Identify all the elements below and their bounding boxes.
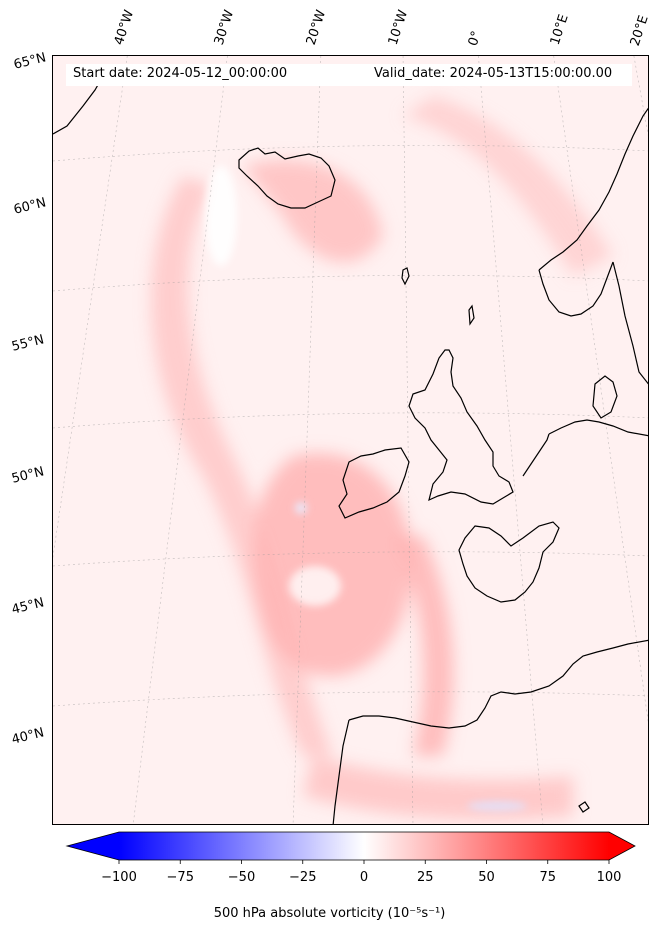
lon-label-10w: 10°W (385, 8, 412, 47)
colorbar-tick-label: 50 (478, 870, 495, 885)
map-panel (52, 55, 649, 825)
vorticity-minimum-center (295, 502, 307, 514)
colorbar-gradient (119, 832, 609, 860)
header-strip (66, 64, 632, 86)
faroe-coast (401, 267, 410, 286)
meridian-30w (132, 56, 228, 824)
ireland-coast (338, 447, 410, 519)
meridian-10e (553, 56, 648, 723)
valid-date-label: Valid_date: 2024-05-13T15:00:00.00 (374, 66, 613, 81)
colorbar-tick-label: 75 (539, 870, 557, 885)
lon-label-40w: 40°W (111, 8, 138, 47)
lat-label-50n: 50°N (10, 464, 46, 487)
denmark-coast (592, 375, 618, 419)
lon-label-30w: 30°W (211, 8, 238, 47)
lat-label-60n: 60°N (12, 195, 48, 218)
colorbar-tick-label: −100 (101, 870, 137, 885)
colorbar-tick-label: 100 (596, 870, 622, 885)
iceland-coast (238, 147, 336, 209)
great-britain-coast (408, 349, 514, 505)
start-date-label: Start date: 2024-05-12_00:00:00 (73, 66, 288, 81)
vorticity-swirl (253, 453, 412, 676)
lon-label-20e: 20°E (627, 13, 652, 49)
colorbar-label: 500 hPa absolute vorticity (10⁻⁵s⁻¹) (213, 906, 446, 921)
lat-label-65n: 65°N (12, 50, 48, 73)
vorticity-map (53, 56, 648, 824)
parallel-50n (53, 412, 648, 429)
colorbar-extend-low (67, 832, 119, 860)
colorbar-tick-label: −75 (166, 870, 194, 885)
coastlines (53, 75, 648, 824)
lon-label-20w: 20°W (303, 8, 330, 47)
iberia-west-coast (332, 719, 350, 824)
meridian-20w (292, 56, 322, 824)
vorticity-field (150, 96, 613, 820)
graticule (53, 56, 648, 824)
norway-coast (538, 107, 648, 271)
lat-label-45n: 45°N (10, 595, 46, 618)
meridian-10w (402, 56, 414, 824)
vorticity-band-north (403, 96, 613, 276)
lat-label-55n: 55°N (10, 332, 46, 355)
north-sea-continent-coast (548, 419, 648, 437)
vorticity-band-iceland (243, 159, 383, 263)
colorbar-tick-marks (118, 860, 610, 864)
colorbar (65, 831, 636, 864)
vorticity-band-coast (393, 536, 454, 756)
colorbar-tick-label: 25 (416, 870, 434, 885)
parallel-55n (53, 275, 648, 292)
colorbar-extend-high (609, 832, 635, 860)
colorbar-tick-label: 0 (359, 870, 369, 885)
parallel-40n (53, 691, 648, 707)
vorticity-minimum-south (467, 801, 527, 811)
lon-label-0: 0° (465, 29, 485, 48)
norway-south-coast (538, 261, 614, 317)
france-coast (458, 521, 560, 603)
vorticity-minimum-iceland (205, 166, 237, 266)
sweden-coast (612, 261, 648, 385)
colorbar-tick-label: −25 (289, 870, 317, 885)
iberia-coast (348, 639, 648, 729)
lat-label-40n: 40°N (10, 725, 46, 748)
shetland-coast (468, 304, 475, 326)
vorticity-minimum-swirl (289, 566, 341, 606)
meridian-40w (53, 56, 128, 559)
lon-label-10e: 10°E (547, 12, 572, 48)
balearic-coast (578, 801, 590, 813)
parallel-60n (53, 145, 648, 162)
netherlands-coast (522, 433, 550, 477)
colorbar-tick-label: −50 (227, 870, 256, 885)
vorticity-band-iberia (303, 756, 573, 820)
